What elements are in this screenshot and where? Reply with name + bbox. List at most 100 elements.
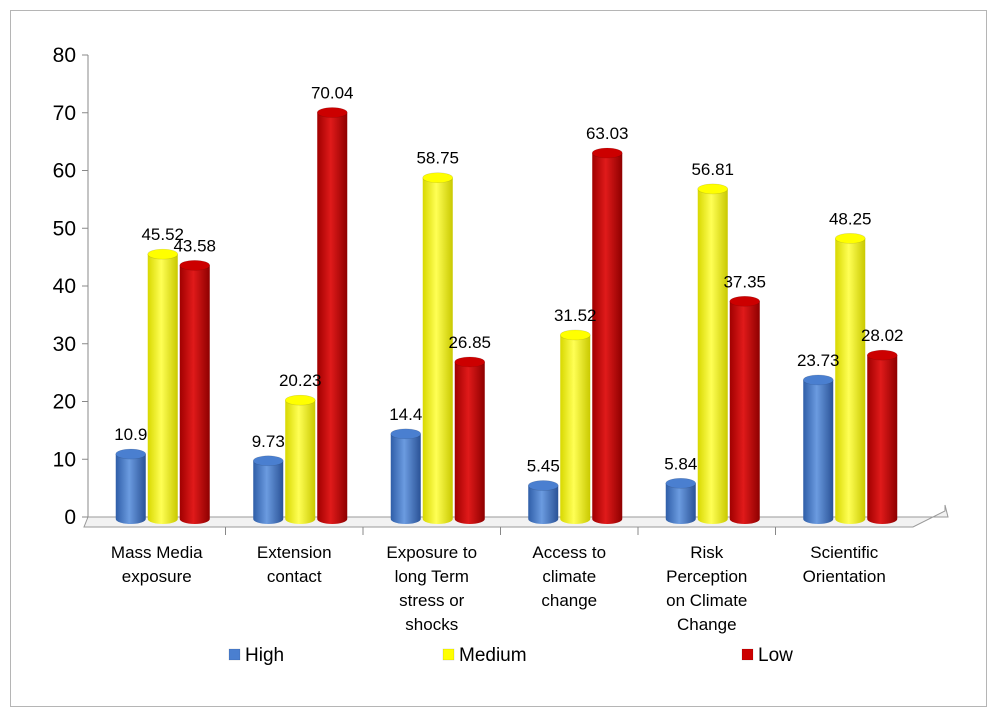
bar-top [729, 296, 761, 307]
y-tick-label: 60 [53, 160, 76, 183]
bar [591, 147, 623, 524]
x-tick-label: exposure [122, 567, 192, 586]
data-label: 26.85 [448, 333, 491, 352]
x-tick-label: Mass Media [111, 543, 203, 562]
data-label: 5.45 [527, 457, 560, 476]
bar [390, 428, 422, 524]
y-tick-label: 70 [53, 102, 76, 125]
bar-top [316, 107, 348, 118]
bar [422, 172, 454, 524]
data-label: 14.4 [389, 405, 422, 424]
bar-top [284, 394, 316, 406]
data-label: 31.52 [554, 306, 597, 325]
bar-body [803, 379, 834, 524]
bar-top [559, 329, 591, 341]
bars [115, 107, 898, 525]
x-tick-label: Exposure to [386, 543, 477, 562]
bar-body [147, 254, 178, 524]
data-label: 56.81 [691, 160, 734, 179]
y-tick-label: 10 [53, 448, 76, 471]
y-tick-label: 40 [53, 275, 76, 298]
legend: High Medium Low [228, 645, 793, 666]
x-tick-label: Risk [690, 543, 724, 562]
data-label: 48.25 [829, 209, 872, 228]
legend-item: Low [741, 645, 793, 666]
x-tick-label: on Climate [666, 591, 747, 610]
data-label: 43.58 [173, 236, 216, 255]
bar-body [285, 400, 316, 524]
bar-top [591, 147, 623, 159]
bar-top [866, 349, 898, 361]
bar-body [665, 483, 696, 524]
bar-top [834, 233, 866, 244]
bar-top [697, 183, 729, 195]
bar-top [252, 455, 284, 467]
bar-body [528, 485, 559, 524]
legend-swatch [442, 648, 455, 661]
bar-body [454, 361, 485, 524]
x-tick-label: climate [542, 567, 596, 586]
bar [665, 477, 697, 524]
y-tick-label: 0 [64, 506, 76, 529]
bar [559, 329, 591, 524]
bar-top [179, 260, 211, 271]
bar-body [592, 153, 623, 524]
bar-body [115, 454, 146, 524]
x-tick-label: Access to [532, 543, 606, 562]
bar [284, 394, 316, 524]
bar [834, 233, 866, 524]
bar-body [317, 112, 348, 525]
x-tick-label: contact [267, 567, 322, 586]
data-label: 20.23 [279, 371, 322, 390]
data-label: 5.84 [664, 454, 697, 473]
y-tick-label: 30 [53, 333, 76, 356]
bar [179, 260, 211, 524]
legend-item: High [228, 645, 284, 666]
bar-body [422, 177, 453, 524]
bar-top [147, 248, 179, 260]
bar-top [802, 374, 834, 386]
bar [697, 183, 729, 525]
bar [454, 356, 486, 524]
bar-body [835, 238, 866, 524]
bar-body [253, 460, 284, 524]
data-label: 37.35 [723, 272, 766, 291]
x-tick-label: Perception [666, 567, 747, 586]
bar-top [527, 480, 559, 491]
data-label: 10.9 [114, 425, 147, 444]
legend-swatch [228, 648, 241, 661]
bar-body [560, 334, 591, 524]
bar [802, 374, 834, 524]
x-tick-label: Scientific [810, 543, 879, 562]
y-tick-label: 80 [53, 44, 76, 67]
x-tick-label: change [541, 591, 597, 610]
bar [729, 296, 761, 524]
bar-body [867, 355, 898, 524]
bar [316, 107, 348, 525]
x-tick-label: Extension [257, 543, 332, 562]
bar [147, 248, 179, 524]
bar-body [697, 188, 728, 525]
bar-top [665, 477, 697, 489]
bar-chart: 0 10 20 30 40 50 60 70 80 Mass Media exposure Exten… [53, 44, 949, 666]
data-label: 58.75 [416, 149, 459, 168]
bar [527, 480, 559, 524]
x-tick-label: Change [677, 615, 737, 634]
data-label: 70.04 [311, 84, 354, 103]
legend-label: High [245, 645, 284, 666]
bar [866, 349, 898, 524]
legend-label: Medium [459, 645, 527, 666]
y-tick-label: 50 [53, 217, 76, 240]
x-tick-label: shocks [405, 615, 458, 634]
legend-swatch [741, 648, 754, 661]
data-label: 45.52 [141, 225, 184, 244]
chart-frame: 0 10 20 30 40 50 60 70 80 Mass Media exposure Exten… [10, 10, 987, 707]
bar-body [179, 265, 210, 524]
x-tick-label: stress or [399, 591, 465, 610]
bar-top [422, 172, 454, 184]
bar-body [390, 433, 421, 524]
bar [252, 455, 284, 524]
data-label: 23.73 [797, 351, 840, 370]
data-label: 28.02 [861, 326, 904, 345]
